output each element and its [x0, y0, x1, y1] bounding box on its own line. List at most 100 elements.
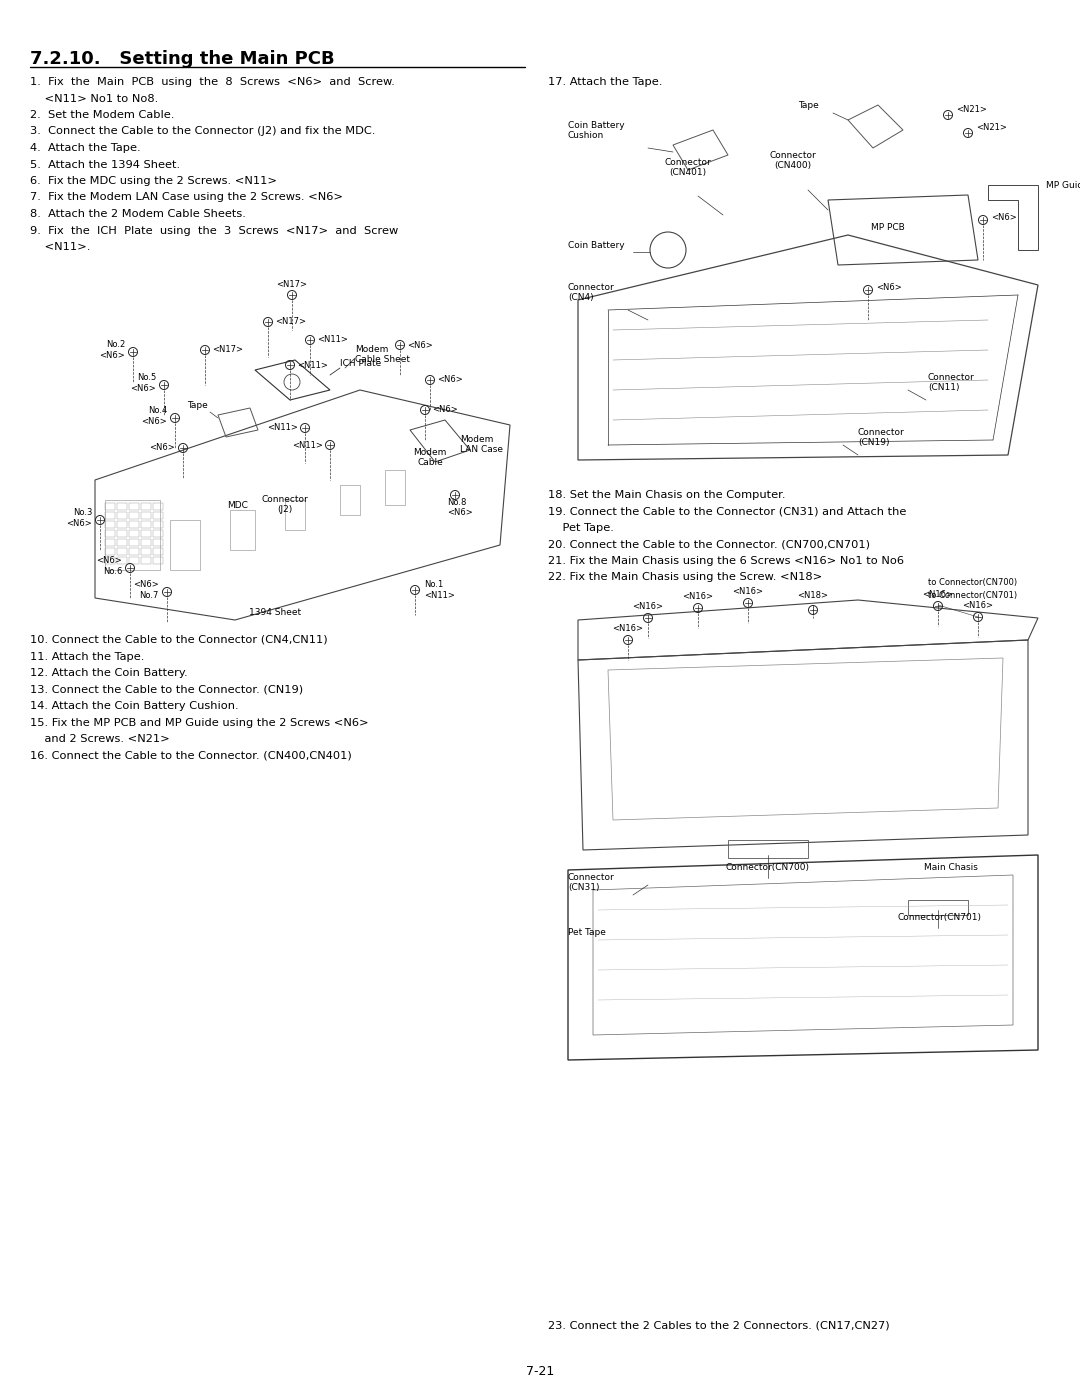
Bar	[153, 548, 163, 555]
Bar	[141, 511, 151, 520]
Text: 23. Connect the 2 Cables to the 2 Connectors. (CN17,CN27): 23. Connect the 2 Cables to the 2 Connec…	[548, 1320, 890, 1330]
Text: 1.  Fix  the  Main  PCB  using  the  8  Screws  <N6>  and  Screw.: 1. Fix the Main PCB using the 8 Screws <…	[30, 77, 395, 87]
Text: <N18>: <N18>	[797, 591, 828, 599]
Text: No.5
<N6>: No.5 <N6>	[131, 373, 156, 393]
Bar	[285, 500, 305, 529]
Text: Connector
(CN4): Connector (CN4)	[568, 282, 615, 302]
Text: ICH Plate: ICH Plate	[340, 359, 381, 367]
Bar	[908, 900, 968, 915]
Text: <N16>: <N16>	[683, 592, 714, 601]
Text: MP PCB: MP PCB	[872, 224, 905, 232]
Text: 13. Connect the Cable to the Connector. (CN19): 13. Connect the Cable to the Connector. …	[30, 685, 303, 694]
Bar	[105, 539, 114, 546]
Text: Connector
(J2): Connector (J2)	[261, 495, 309, 514]
Bar	[105, 503, 114, 510]
Text: No.2
<N6>: No.2 <N6>	[99, 341, 125, 359]
Text: 12. Attach the Coin Battery.: 12. Attach the Coin Battery.	[30, 668, 188, 678]
Text: No.8
<N6>: No.8 <N6>	[447, 497, 473, 517]
Bar	[141, 548, 151, 555]
Bar	[153, 511, 163, 520]
Bar	[105, 548, 114, 555]
Text: <N21>: <N21>	[976, 123, 1007, 133]
Text: <N6>
No.6: <N6> No.6	[96, 556, 122, 576]
Bar	[117, 539, 127, 546]
Bar	[117, 529, 127, 536]
Bar	[384, 469, 405, 504]
Text: 7.2.10.   Setting the Main PCB: 7.2.10. Setting the Main PCB	[30, 50, 335, 68]
Text: and 2 Screws. <N21>: and 2 Screws. <N21>	[30, 733, 170, 745]
Bar	[153, 557, 163, 564]
Bar	[129, 521, 139, 528]
Text: 11. Attach the Tape.: 11. Attach the Tape.	[30, 651, 145, 662]
Bar	[105, 511, 114, 520]
Bar	[141, 529, 151, 536]
Bar	[117, 521, 127, 528]
Bar	[117, 548, 127, 555]
Text: Modem
Cable: Modem Cable	[414, 447, 447, 467]
Text: 3.  Connect the Cable to the Connector (J2) and fix the MDC.: 3. Connect the Cable to the Connector (J…	[30, 127, 376, 137]
Text: 19. Connect the Cable to the Connector (CN31) and Attach the: 19. Connect the Cable to the Connector (…	[548, 507, 906, 517]
Text: 7-21: 7-21	[526, 1365, 554, 1377]
Text: <N6>: <N6>	[991, 214, 1016, 222]
Bar	[129, 503, 139, 510]
Text: Connector
(CN400): Connector (CN400)	[770, 151, 816, 170]
Bar	[141, 503, 151, 510]
Bar	[105, 529, 114, 536]
Text: <N17>: <N17>	[275, 317, 306, 327]
Text: <N6>
No.7: <N6> No.7	[133, 580, 159, 599]
Bar	[153, 529, 163, 536]
Text: Connector
(CN401): Connector (CN401)	[664, 158, 712, 177]
Text: 2.  Set the Modem Cable.: 2. Set the Modem Cable.	[30, 110, 174, 120]
Text: <N6>: <N6>	[437, 376, 462, 384]
Text: <N11>: <N11>	[292, 440, 323, 450]
Bar	[129, 539, 139, 546]
Text: Main Chasis: Main Chasis	[924, 863, 978, 872]
Text: <N6>: <N6>	[407, 341, 433, 349]
Bar	[105, 557, 114, 564]
Text: Connector(CN701): Connector(CN701)	[897, 914, 982, 922]
Text: 7.  Fix the Modem LAN Case using the 2 Screws. <N6>: 7. Fix the Modem LAN Case using the 2 Sc…	[30, 193, 343, 203]
Bar	[141, 557, 151, 564]
Text: to Connector(CN701): to Connector(CN701)	[928, 591, 1017, 599]
Text: 21. Fix the Main Chasis using the 6 Screws <N16> No1 to No6: 21. Fix the Main Chasis using the 6 Scre…	[548, 556, 904, 566]
Text: No.4
<N6>: No.4 <N6>	[141, 407, 167, 426]
Text: 10. Connect the Cable to the Connector (CN4,CN11): 10. Connect the Cable to the Connector (…	[30, 636, 327, 645]
Text: Connector
(CN11): Connector (CN11)	[928, 373, 975, 393]
Text: No.3
<N6>: No.3 <N6>	[66, 509, 92, 528]
Text: <N16>: <N16>	[922, 590, 954, 599]
Text: <N6>: <N6>	[876, 284, 902, 292]
Text: Modem
LAN Case: Modem LAN Case	[460, 434, 503, 454]
Text: 16. Connect the Cable to the Connector. (CN400,CN401): 16. Connect the Cable to the Connector. …	[30, 750, 352, 760]
Text: 20. Connect the Cable to the Connector. (CN700,CN701): 20. Connect the Cable to the Connector. …	[548, 539, 870, 549]
Bar	[141, 539, 151, 546]
Text: 22. Fix the Main Chasis using the Screw. <N18>: 22. Fix the Main Chasis using the Screw.…	[548, 573, 822, 583]
Text: 17. Attach the Tape.: 17. Attach the Tape.	[548, 77, 662, 87]
Text: <N16>: <N16>	[732, 587, 764, 597]
Text: <N16>: <N16>	[633, 602, 663, 610]
Text: 18. Set the Main Chasis on the Computer.: 18. Set the Main Chasis on the Computer.	[548, 490, 785, 500]
Text: Coin Battery
Cushion: Coin Battery Cushion	[568, 120, 624, 140]
Text: <N11>.: <N11>.	[30, 242, 91, 251]
Text: <N11> No1 to No8.: <N11> No1 to No8.	[30, 94, 159, 103]
Text: MDC: MDC	[228, 502, 248, 510]
Bar	[117, 557, 127, 564]
Text: <N11>: <N11>	[267, 423, 298, 433]
Text: 15. Fix the MP PCB and MP Guide using the 2 Screws <N6>: 15. Fix the MP PCB and MP Guide using th…	[30, 718, 368, 728]
Bar	[105, 521, 114, 528]
Text: Connector
(CN19): Connector (CN19)	[858, 427, 905, 447]
Bar	[129, 548, 139, 555]
Text: Pet Tape.: Pet Tape.	[548, 522, 613, 534]
Text: to Connector(CN700): to Connector(CN700)	[928, 578, 1017, 587]
Text: Coin Battery: Coin Battery	[568, 242, 624, 250]
Text: 9.  Fix  the  ICH  Plate  using  the  3  Screws  <N17>  and  Screw: 9. Fix the ICH Plate using the 3 Screws …	[30, 225, 399, 236]
Text: <N11>: <N11>	[297, 360, 328, 369]
Text: Connector(CN700): Connector(CN700)	[726, 863, 810, 872]
Bar	[230, 510, 255, 550]
Text: 6.  Fix the MDC using the 2 Screws. <N11>: 6. Fix the MDC using the 2 Screws. <N11>	[30, 176, 276, 186]
Text: 4.  Attach the Tape.: 4. Attach the Tape.	[30, 142, 140, 154]
Text: 14. Attach the Coin Battery Cushion.: 14. Attach the Coin Battery Cushion.	[30, 701, 239, 711]
Text: <N11>: <N11>	[318, 335, 348, 345]
Text: <N17>: <N17>	[212, 345, 243, 355]
Text: <N6>: <N6>	[432, 405, 458, 415]
Text: 5.  Attach the 1394 Sheet.: 5. Attach the 1394 Sheet.	[30, 159, 180, 169]
